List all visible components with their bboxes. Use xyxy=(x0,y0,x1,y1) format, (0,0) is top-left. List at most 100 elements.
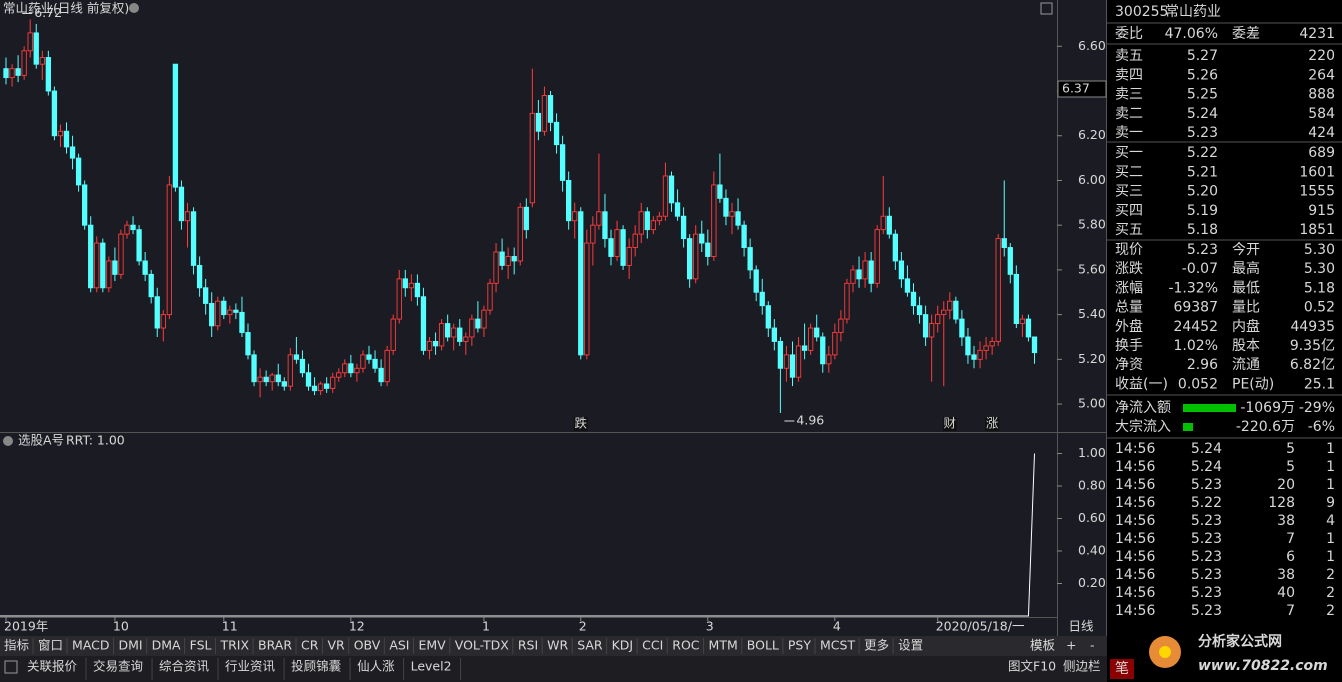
candle-body xyxy=(735,211,741,226)
stat-value: 5.23 xyxy=(1187,242,1218,258)
settings-button[interactable]: 设置 xyxy=(898,638,923,653)
candle-body xyxy=(553,121,560,146)
tab-right[interactable]: 侧边栏 xyxy=(1063,659,1101,674)
indicator-button[interactable]: FSL xyxy=(190,638,212,653)
candle-body xyxy=(1031,336,1038,354)
candle-body xyxy=(112,260,118,275)
stat-label: 最高 xyxy=(1232,260,1260,277)
candle-body xyxy=(941,309,947,316)
flow-amount: -220.6万 xyxy=(1236,419,1295,435)
y-tick-label: 5.60 xyxy=(1078,261,1106,276)
candle-body xyxy=(765,305,771,329)
indicator-button[interactable]: SAR xyxy=(577,638,603,653)
indicator-button[interactable]: ASI xyxy=(389,638,409,653)
candle-body xyxy=(662,175,669,217)
tab[interactable]: 交易查询 xyxy=(93,659,143,674)
candle-body xyxy=(995,238,1001,342)
indicator-button[interactable]: RSI xyxy=(518,638,538,653)
stat-value: 5.18 xyxy=(1304,280,1335,296)
indicator-button[interactable]: DMI xyxy=(119,638,143,653)
stat-label: 换手 xyxy=(1115,337,1143,354)
indicator-button[interactable]: MCST xyxy=(820,638,855,653)
flow-bar xyxy=(1183,423,1193,431)
candle-body xyxy=(801,345,808,351)
tab[interactable]: 关联报价 xyxy=(27,659,78,674)
candle-body xyxy=(451,327,457,338)
indicator-button[interactable]: TRIX xyxy=(219,638,249,653)
candle-body xyxy=(723,197,729,217)
period-label[interactable]: 日线 xyxy=(1068,619,1094,634)
candle-body xyxy=(880,215,886,231)
indicator-button[interactable]: 指标 xyxy=(4,638,29,653)
stat-value: 5.30 xyxy=(1304,242,1335,258)
event-label[interactable]: 财 xyxy=(944,416,957,431)
indicator-button[interactable]: OBV xyxy=(354,638,381,653)
indicator-button[interactable]: CR xyxy=(301,638,319,653)
indicator-button[interactable]: VOL-TDX xyxy=(455,638,510,653)
indicator-button[interactable]: CCI xyxy=(642,638,663,653)
tab[interactable]: 综合资讯 xyxy=(159,659,210,674)
tab[interactable]: 投顾锦囊 xyxy=(291,659,341,674)
indicator-button[interactable]: MACD xyxy=(72,638,109,653)
watermark-url: www.70822.com xyxy=(1198,658,1328,674)
candle-body xyxy=(916,305,923,316)
tab-toggle[interactable] xyxy=(4,660,18,674)
indicator-button[interactable]: VR xyxy=(327,638,345,653)
indicator-button[interactable]: EMV xyxy=(419,638,447,653)
candle-body xyxy=(989,340,995,347)
indicator-button[interactable]: KDJ xyxy=(612,638,634,653)
zoom-in[interactable]: + xyxy=(1066,638,1076,653)
candle-body xyxy=(27,32,33,52)
candle-body xyxy=(626,247,632,266)
indicator-button[interactable]: BOLL xyxy=(747,638,779,653)
title-menu-icon[interactable] xyxy=(129,3,139,13)
indicator-menu-icon[interactable] xyxy=(3,436,13,446)
order-label: 卖四 xyxy=(1115,67,1143,83)
trade-volume: 20 xyxy=(1277,477,1295,493)
candle-body xyxy=(154,296,160,329)
candle-body xyxy=(699,233,705,244)
candle-body xyxy=(118,233,124,275)
indicator-button[interactable]: DMA xyxy=(152,638,181,653)
chart-title: 常山药业(日线 前复权) xyxy=(3,1,129,16)
candle-body xyxy=(160,314,166,329)
candle-body xyxy=(81,184,88,226)
candle-body xyxy=(3,68,9,79)
candle-body xyxy=(487,282,493,311)
tab[interactable]: Level2 xyxy=(411,659,452,674)
indicator-button[interactable]: PSY xyxy=(788,638,811,653)
order-price: 5.23 xyxy=(1187,125,1218,141)
indicator-button[interactable]: ROC xyxy=(672,638,700,653)
indicator-button[interactable]: 窗口 xyxy=(38,638,63,653)
chart-background xyxy=(0,0,1107,636)
candle-body xyxy=(384,349,390,383)
template-button[interactable]: 模板 xyxy=(1030,638,1056,653)
order-volume: 424 xyxy=(1308,125,1335,141)
candle-body xyxy=(178,186,185,222)
candle-body xyxy=(396,278,402,320)
window-button[interactable] xyxy=(1040,2,1053,15)
event-label[interactable]: 涨 xyxy=(986,416,999,431)
zoom-out[interactable]: - xyxy=(1090,638,1095,653)
candle-body xyxy=(656,215,663,222)
trade-count: 1 xyxy=(1326,459,1335,475)
event-label[interactable]: 跌 xyxy=(574,416,587,431)
candle-body xyxy=(299,358,306,374)
candle-body xyxy=(172,63,179,188)
candle-body xyxy=(777,340,784,369)
candle-body xyxy=(15,68,21,76)
x-tick-label: 3 xyxy=(706,619,714,634)
candle-body xyxy=(414,282,421,298)
tab[interactable]: 仙人涨 xyxy=(357,659,395,674)
tab-right[interactable]: 图文F10 xyxy=(1008,659,1056,674)
candle-body xyxy=(378,367,384,383)
tab[interactable]: 行业资讯 xyxy=(225,659,276,674)
indicator-button[interactable]: 更多 xyxy=(864,638,889,653)
event-badge xyxy=(573,417,588,431)
indicator-button[interactable]: WR xyxy=(547,638,568,653)
indicator-button[interactable]: BRAR xyxy=(258,638,292,653)
trade-time: 14:56 xyxy=(1115,567,1155,583)
indicator-button[interactable]: MTM xyxy=(709,638,738,653)
candle-body xyxy=(808,327,814,351)
candle-body xyxy=(281,381,287,387)
